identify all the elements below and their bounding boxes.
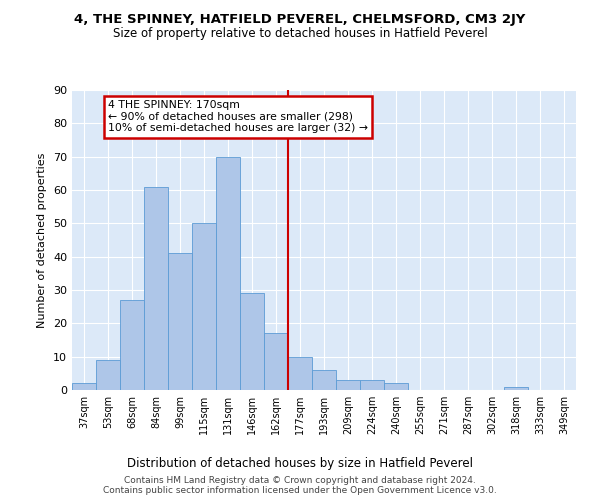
Bar (120, 300, 144, 390)
Text: Size of property relative to detached houses in Hatfield Peverel: Size of property relative to detached ho… (113, 28, 487, 40)
Bar (240, 294, 264, 390)
Text: Contains HM Land Registry data © Crown copyright and database right 2024.
Contai: Contains HM Land Registry data © Crown c… (103, 476, 497, 495)
Bar (288, 356, 312, 390)
Bar (360, 380, 384, 390)
Text: 4, THE SPINNEY, HATFIELD PEVEREL, CHELMSFORD, CM3 2JY: 4, THE SPINNEY, HATFIELD PEVEREL, CHELMS… (74, 12, 526, 26)
Y-axis label: Number of detached properties: Number of detached properties (37, 152, 47, 328)
Bar (216, 156, 240, 390)
Bar (504, 386, 528, 390)
Bar (336, 380, 360, 390)
Bar (264, 334, 288, 390)
Bar (384, 384, 408, 390)
Bar (144, 186, 168, 390)
Text: Distribution of detached houses by size in Hatfield Peverel: Distribution of detached houses by size … (127, 458, 473, 470)
Bar (192, 224, 216, 390)
Bar (72, 384, 96, 390)
Bar (168, 254, 192, 390)
Text: 4 THE SPINNEY: 170sqm
← 90% of detached houses are smaller (298)
10% of semi-det: 4 THE SPINNEY: 170sqm ← 90% of detached … (108, 100, 368, 133)
Bar (312, 370, 336, 390)
Bar (96, 360, 120, 390)
